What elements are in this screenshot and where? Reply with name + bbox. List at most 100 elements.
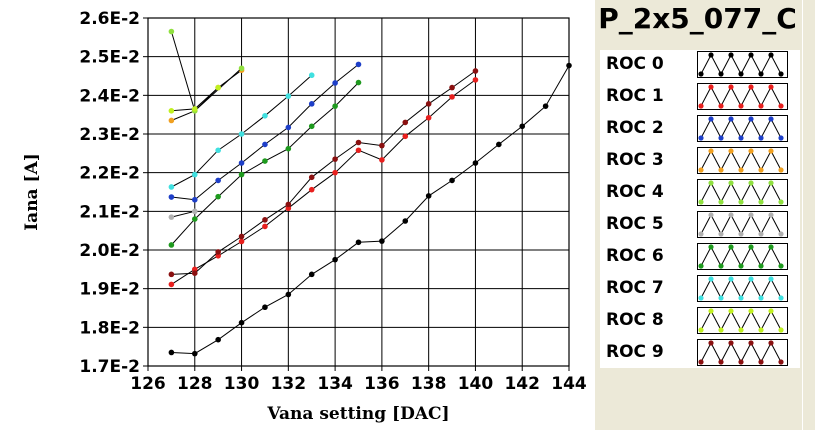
data-point-roc-7 xyxy=(285,93,292,99)
data-point-roc-2 xyxy=(332,80,338,86)
y-tick-label: 2.2E-2 xyxy=(79,164,140,184)
data-point-roc-1 xyxy=(449,94,455,100)
x-tick-label: 144 xyxy=(551,374,587,394)
data-point-roc-0 xyxy=(168,349,175,356)
data-point-roc-6 xyxy=(238,171,245,178)
data-point-roc-1 xyxy=(379,157,385,163)
data-point-roc-4 xyxy=(238,65,245,72)
data-point-roc-0 xyxy=(238,319,245,326)
data-point-roc-9 xyxy=(238,233,245,240)
x-tick-label: 136 xyxy=(364,374,400,394)
data-point-roc-1 xyxy=(215,253,221,259)
legend-item-roc-2: ROC 2 xyxy=(600,114,800,146)
data-point-roc-9 xyxy=(449,84,455,91)
data-point-roc-6 xyxy=(262,158,268,164)
data-point-roc-0 xyxy=(402,218,409,224)
x-tick-label: 134 xyxy=(317,374,353,394)
data-point-roc-6 xyxy=(215,193,221,200)
data-point-roc-4 xyxy=(168,28,175,35)
plot-area xyxy=(147,17,570,367)
data-point-roc-1 xyxy=(238,238,245,245)
data-point-roc-2 xyxy=(215,177,221,184)
data-point-roc-1 xyxy=(308,186,315,193)
data-point-roc-1 xyxy=(168,281,175,288)
series-line-roc-5 xyxy=(171,210,195,218)
data-point-roc-1 xyxy=(285,205,292,212)
data-point-roc-6 xyxy=(355,79,362,86)
legend-item-roc-4: ROC 4 xyxy=(600,178,800,210)
data-point-roc-0 xyxy=(542,103,549,109)
legend-label: ROC 6 xyxy=(606,246,664,266)
data-point-roc-9 xyxy=(425,101,432,107)
y-tick-label: 2.6E-2 xyxy=(79,9,140,29)
data-point-roc-0 xyxy=(566,62,572,69)
data-point-roc-9 xyxy=(168,271,175,278)
data-point-roc-7 xyxy=(168,184,175,190)
data-point-roc-0 xyxy=(496,141,502,148)
legend-swatch xyxy=(697,339,788,366)
data-point-roc-7 xyxy=(191,171,198,178)
side-scrollbar[interactable] xyxy=(802,0,815,430)
legend-item-roc-5: ROC 5 xyxy=(600,210,800,242)
data-point-roc-7 xyxy=(308,72,315,79)
x-axis-label: Vana setting [DAC] xyxy=(266,404,449,424)
data-point-roc-8 xyxy=(215,84,221,91)
legend-swatch xyxy=(697,115,788,142)
data-point-roc-0 xyxy=(355,239,362,246)
data-point-roc-2 xyxy=(191,196,198,203)
data-point-roc-6 xyxy=(308,123,315,130)
legend-label: ROC 7 xyxy=(606,278,664,298)
data-point-roc-1 xyxy=(402,133,409,140)
legend-item-roc-3: ROC 3 xyxy=(600,146,800,178)
data-point-roc-1 xyxy=(472,77,479,83)
data-point-roc-2 xyxy=(168,194,175,200)
x-tick-label: 140 xyxy=(458,374,494,394)
series-line-roc-0 xyxy=(171,65,570,355)
data-point-roc-9 xyxy=(308,174,315,181)
data-point-roc-6 xyxy=(332,103,338,109)
data-point-roc-0 xyxy=(472,160,479,166)
data-point-roc-5 xyxy=(191,208,198,215)
data-point-roc-9 xyxy=(355,139,362,146)
data-point-roc-1 xyxy=(262,223,268,230)
data-point-roc-0 xyxy=(215,336,221,343)
y-tick-label: 2.5E-2 xyxy=(79,48,140,68)
data-point-roc-9 xyxy=(402,119,409,126)
legend-label: ROC 1 xyxy=(606,86,664,106)
data-point-roc-2 xyxy=(308,101,315,107)
y-tick-label: 2.3E-2 xyxy=(79,125,140,145)
y-tick-label: 2.4E-2 xyxy=(79,86,140,106)
legend-label: ROC 4 xyxy=(606,182,664,202)
data-point-roc-6 xyxy=(285,145,292,152)
data-point-roc-9 xyxy=(472,68,479,74)
data-point-roc-9 xyxy=(262,217,268,223)
data-point-roc-7 xyxy=(215,147,221,154)
y-tick-label: 1.9E-2 xyxy=(79,280,140,300)
data-point-roc-1 xyxy=(191,266,198,273)
data-point-roc-9 xyxy=(215,249,221,255)
data-point-roc-2 xyxy=(262,141,268,148)
x-tick-label: 126 xyxy=(130,374,166,394)
data-point-roc-0 xyxy=(379,238,385,244)
legend-label: ROC 0 xyxy=(606,54,664,74)
data-point-roc-0 xyxy=(262,304,268,311)
data-point-roc-1 xyxy=(425,114,432,121)
legend-swatch xyxy=(697,243,788,270)
legend-swatch xyxy=(697,275,788,302)
legend-label: ROC 9 xyxy=(606,342,664,362)
data-point-roc-1 xyxy=(332,169,338,176)
data-point-roc-6 xyxy=(191,216,198,222)
data-point-roc-3 xyxy=(168,117,175,124)
y-axis-label: Iana [A] xyxy=(22,153,42,231)
x-tick-label: 128 xyxy=(177,374,213,394)
data-point-roc-0 xyxy=(519,123,526,130)
data-point-roc-9 xyxy=(191,270,198,277)
data-point-roc-0 xyxy=(425,193,432,199)
y-tick-label: 2.0E-2 xyxy=(79,241,140,261)
data-point-roc-2 xyxy=(285,124,292,131)
data-point-roc-1 xyxy=(355,147,362,154)
legend-swatch xyxy=(697,211,788,238)
data-point-roc-0 xyxy=(308,271,315,278)
legend-swatch xyxy=(697,51,788,78)
line-chart: 126 128 130 132 134 136 138 140 142 144 1.7E-2 1.8E… xyxy=(22,9,587,424)
